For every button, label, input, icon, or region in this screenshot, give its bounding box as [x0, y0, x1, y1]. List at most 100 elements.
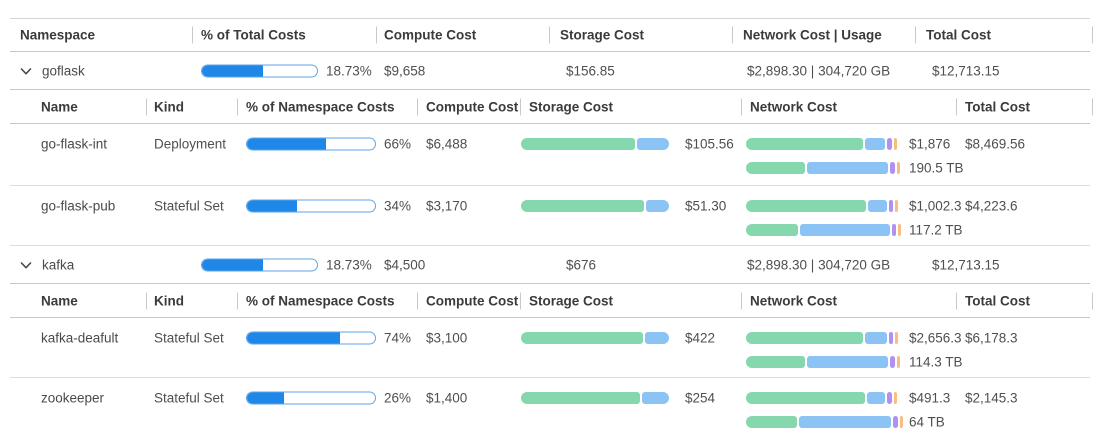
- purple-bar-segment: [888, 332, 894, 344]
- blue-bar-segment: [800, 224, 890, 236]
- orange-bar-segment: [896, 162, 900, 174]
- progress-bar-fill: [247, 392, 285, 404]
- header-column-separator: [520, 98, 521, 115]
- workload-kind: Deployment: [154, 136, 227, 152]
- header-column-separator: [520, 292, 521, 309]
- chevron-down-icon: [20, 63, 32, 78]
- storage-cost-value: $51.30: [685, 198, 727, 214]
- header-column-separator: [732, 26, 733, 44]
- column-header-storage-cost: Storage Cost: [560, 27, 645, 43]
- green-bar-segment: [746, 416, 797, 428]
- workload-name: go-flask-int: [41, 136, 108, 152]
- namespace-costs-progress-bar: [246, 199, 376, 213]
- workload-row-go-flask-int[interactable]: go-flask-int Deployment 66% $6,488 $105.56 $1…: [10, 124, 1090, 186]
- network-usage-bar: [746, 416, 903, 428]
- header-column-separator: [956, 98, 957, 115]
- namespace-row-kafka[interactable]: kafka 18.73% $4,500 $676 $2,898.30 | 304,720…: [10, 246, 1090, 284]
- purple-bar-segment: [893, 416, 898, 428]
- compute-cost-value: $1,400: [426, 390, 468, 406]
- namespace-costs-percent: 66%: [384, 136, 412, 152]
- namespace-costs-percent: 74%: [384, 330, 412, 346]
- total-costs-percent: 18.73%: [326, 62, 372, 78]
- purple-bar-segment: [887, 138, 892, 150]
- workload-row-kafka-deafult[interactable]: kafka-deafult Stateful Set 74% $3,100 $422 $2…: [10, 318, 1090, 378]
- green-bar-segment: [521, 138, 635, 150]
- workload-kind: Stateful Set: [154, 390, 224, 406]
- workload-kind: Stateful Set: [154, 330, 224, 346]
- network-cost-value: $491.3: [909, 390, 951, 406]
- storage-cost-bar: [521, 200, 675, 212]
- header-column-separator: [915, 26, 916, 44]
- storage-cost-value: $422: [685, 330, 716, 346]
- green-bar-segment: [521, 392, 640, 404]
- namespace-name: goflask: [42, 62, 85, 78]
- total-cost-value: $8,469.56: [965, 136, 1026, 152]
- column-header--of-namespace-costs: % of Namespace Costs: [246, 292, 395, 308]
- header-column-separator: [376, 26, 377, 44]
- header-column-separator: [741, 98, 742, 115]
- blue-bar-segment: [636, 138, 670, 150]
- storage-cost-value: $156.85: [566, 62, 615, 78]
- header-column-separator: [146, 98, 147, 115]
- green-bar-segment: [746, 356, 805, 368]
- header-column-separator: [417, 292, 418, 309]
- workload-header-row: Name Kind % of Namespace Costs Compute Cost…: [10, 284, 1093, 318]
- workload-row-zookeeper[interactable]: zookeeper Stateful Set 26% $1,400 $254 $491.3…: [10, 378, 1090, 436]
- header-column-separator: [417, 98, 418, 115]
- orange-bar-segment: [896, 356, 900, 368]
- header-column-separator: [1092, 26, 1093, 44]
- header-column-separator: [192, 26, 193, 44]
- column-header-network-cost: Network Cost: [750, 98, 838, 114]
- workload-kind: Stateful Set: [154, 198, 224, 214]
- total-cost-value: $2,145.3: [965, 390, 1018, 406]
- purple-bar-segment: [890, 162, 895, 174]
- header-column-separator: [741, 292, 742, 309]
- compute-cost-value: $3,170: [426, 198, 468, 214]
- total-costs-percent: 18.73%: [326, 256, 372, 272]
- total-costs-progress-bar: [201, 64, 318, 77]
- storage-cost-bar: [521, 332, 675, 344]
- header-column-separator: [1092, 98, 1093, 115]
- storage-cost-bar: [521, 138, 675, 150]
- workload-name: zookeeper: [41, 390, 105, 406]
- column-header-total-cost: Total Cost: [926, 27, 991, 43]
- namespace-costs-progress-bar: [246, 137, 376, 151]
- orange-bar-segment: [895, 200, 899, 212]
- namespace-name: kafka: [42, 256, 75, 272]
- column-header-kind: Kind: [154, 292, 184, 308]
- column-header-name: Name: [41, 292, 78, 308]
- column-header-compute-cost: Compute Cost: [384, 27, 477, 43]
- network-cost-usage-value: $2,898.30 | 304,720 GB: [747, 256, 891, 272]
- green-bar-segment: [746, 224, 799, 236]
- purple-bar-segment: [888, 200, 894, 212]
- main-header-row: Namespace % of Total Costs Compute Cost Sto…: [10, 18, 1093, 52]
- storage-cost-value: $676: [566, 256, 597, 272]
- namespace-costs-percent: 34%: [384, 198, 412, 214]
- orange-bar-segment: [895, 332, 899, 344]
- purple-bar-segment: [891, 224, 897, 236]
- green-bar-segment: [746, 332, 864, 344]
- column-header-name: Name: [41, 98, 78, 114]
- blue-bar-segment: [868, 200, 887, 212]
- expand-collapse-toggle[interactable]: [20, 257, 32, 272]
- namespace-row-goflask[interactable]: goflask 18.73% $9,658 $156.85 $2,898.30 | 30…: [10, 52, 1090, 90]
- column-header-namespace: Namespace: [20, 27, 96, 43]
- blue-bar-segment: [644, 332, 670, 344]
- compute-cost-value: $4,500: [384, 256, 426, 272]
- progress-bar-fill: [247, 332, 341, 344]
- green-bar-segment: [746, 138, 864, 150]
- orange-bar-segment: [899, 416, 903, 428]
- header-column-separator: [1092, 292, 1093, 309]
- column-header-compute-cost: Compute Cost: [426, 98, 519, 114]
- column-header-kind: Kind: [154, 98, 184, 114]
- storage-cost-value: $254: [685, 390, 716, 406]
- header-column-separator: [956, 292, 957, 309]
- compute-cost-value: $6,488: [426, 136, 468, 152]
- green-bar-segment: [746, 162, 805, 174]
- green-bar-segment: [746, 200, 867, 212]
- progress-bar-fill: [202, 65, 263, 76]
- workload-row-go-flask-pub[interactable]: go-flask-pub Stateful Set 34% $3,170 $51.30 $…: [10, 186, 1090, 246]
- expand-collapse-toggle[interactable]: [20, 63, 32, 78]
- header-column-separator: [146, 292, 147, 309]
